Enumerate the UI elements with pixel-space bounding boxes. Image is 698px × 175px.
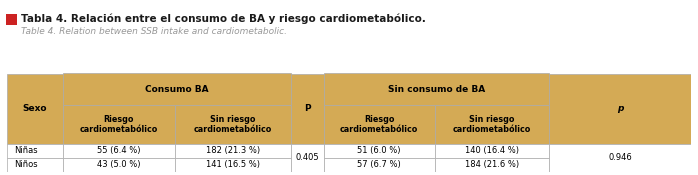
Text: Niñas: Niñas [14, 146, 38, 155]
Text: Sin consumo de BA: Sin consumo de BA [388, 85, 485, 94]
Text: 0.946: 0.946 [609, 153, 632, 162]
Text: 51 (6.0 %): 51 (6.0 %) [357, 146, 401, 155]
Bar [7, 144, 63, 158]
Text: P: P [304, 104, 311, 113]
Text: Sin riesgo
cardiometabólico: Sin riesgo cardiometabólico [453, 115, 531, 134]
Bar [63, 144, 174, 158]
Bar [434, 105, 549, 144]
Bar [324, 158, 434, 172]
Bar [291, 144, 324, 172]
Bar [174, 144, 291, 158]
Text: Sin riesgo
cardiometabólico: Sin riesgo cardiometabólico [193, 115, 272, 134]
Text: Sexo: Sexo [23, 104, 47, 113]
Text: Table 4. Relation between SSB intake and cardiometabolic.: Table 4. Relation between SSB intake and… [21, 27, 287, 36]
Text: p: p [617, 104, 623, 113]
Text: Tabla 4. Relación entre el consumo de BA y riesgo cardiometabólico.: Tabla 4. Relación entre el consumo de BA… [21, 14, 426, 24]
Bar [63, 158, 174, 172]
Text: 55 (6.4 %): 55 (6.4 %) [97, 146, 140, 155]
Text: 0.405: 0.405 [295, 153, 319, 162]
Text: 184 (21.6 %): 184 (21.6 %) [465, 160, 519, 169]
Bar [174, 158, 291, 172]
Text: 182 (21.3 %): 182 (21.3 %) [206, 146, 260, 155]
Bar [7, 74, 63, 144]
Bar [549, 74, 691, 144]
Bar [7, 158, 63, 172]
Bar [434, 144, 549, 158]
Text: 43 (5.0 %): 43 (5.0 %) [97, 160, 140, 169]
Bar [63, 74, 291, 105]
Bar [174, 105, 291, 144]
Text: Consumo BA: Consumo BA [145, 85, 209, 94]
Bar [549, 144, 691, 172]
Text: 57 (6.7 %): 57 (6.7 %) [357, 160, 401, 169]
Bar [291, 74, 324, 144]
Bar [63, 105, 174, 144]
Bar [324, 144, 434, 158]
Bar [324, 74, 549, 105]
Text: Niños: Niños [14, 160, 38, 169]
Bar [324, 105, 434, 144]
Text: Riesgo
cardiometabólico: Riesgo cardiometabólico [340, 115, 418, 134]
Text: 140 (16.4 %): 140 (16.4 %) [465, 146, 519, 155]
Text: 141 (16.5 %): 141 (16.5 %) [206, 160, 260, 169]
Text: Riesgo
cardiometabólico: Riesgo cardiometabólico [80, 115, 158, 134]
Bar [434, 158, 549, 172]
